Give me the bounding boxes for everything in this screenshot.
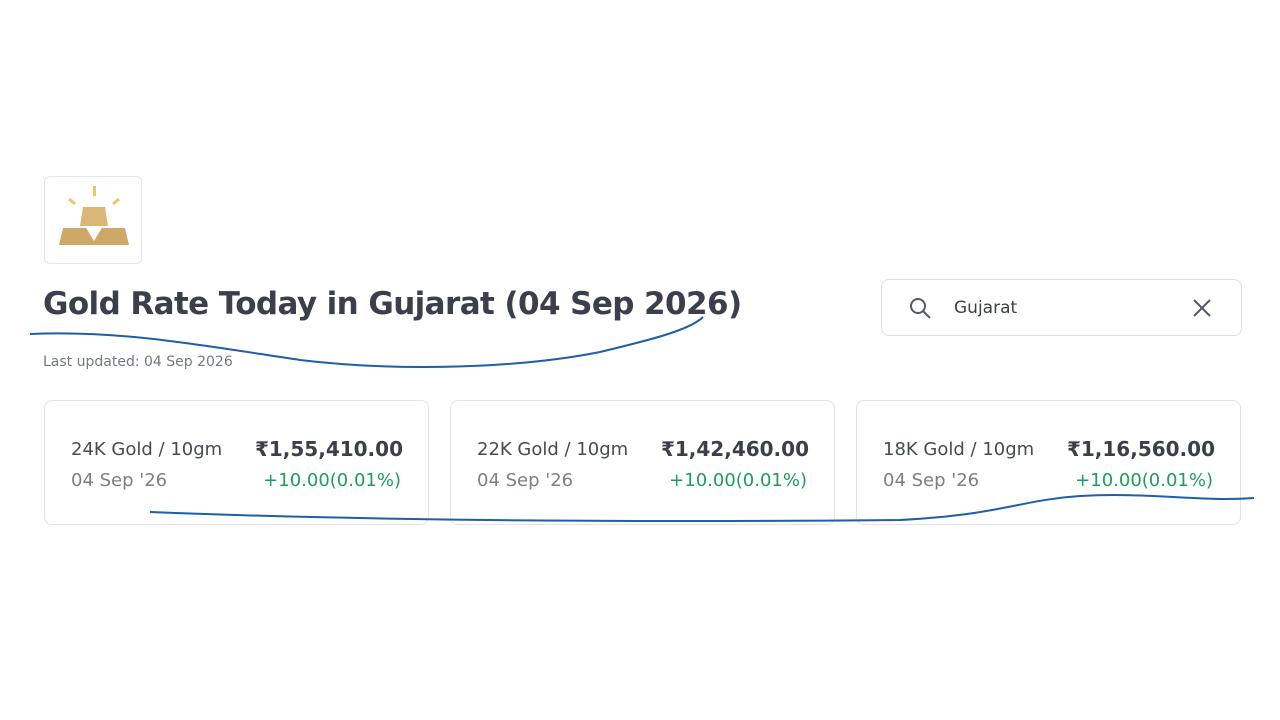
page-title: Gold Rate Today in Gujarat (04 Sep 2026) xyxy=(43,286,742,322)
card-change: +10.00(0.01%) xyxy=(1075,470,1213,491)
rate-card[interactable]: 22K Gold / 10gm 04 Sep '26 ₹1,42,460.00 +10… xyxy=(450,400,835,525)
search-query[interactable]: Gujarat xyxy=(954,298,1018,318)
card-label: 22K Gold / 10gm xyxy=(477,439,629,460)
card-change: +10.00(0.01%) xyxy=(669,470,807,491)
card-date: 04 Sep '26 xyxy=(883,470,980,491)
gold-bars-icon xyxy=(59,186,129,245)
card-date: 04 Sep '26 xyxy=(477,470,574,491)
rate-card[interactable]: 18K Gold / 10gm 04 Sep '26 ₹1,16,560.00 +10… xyxy=(856,400,1241,525)
card-price: ₹1,16,560.00 xyxy=(1066,437,1215,461)
card-date: 04 Sep '26 xyxy=(71,470,168,491)
search-box[interactable]: Gujarat xyxy=(881,279,1242,336)
search-icon xyxy=(910,298,931,319)
card-label: 18K Gold / 10gm xyxy=(883,439,1035,460)
card-label: 24K Gold / 10gm xyxy=(71,439,223,460)
card-price: ₹1,42,460.00 xyxy=(660,437,809,461)
card-price: ₹1,55,410.00 xyxy=(254,437,403,461)
last-updated: Last updated: 04 Sep 2026 xyxy=(43,354,233,370)
gold-icon xyxy=(44,176,142,264)
clear-button[interactable] xyxy=(1191,297,1213,319)
card-change: +10.00(0.01%) xyxy=(263,470,401,491)
rate-card[interactable]: 24K Gold / 10gm 04 Sep '26 ₹1,55,410.00 +10… xyxy=(44,400,429,525)
